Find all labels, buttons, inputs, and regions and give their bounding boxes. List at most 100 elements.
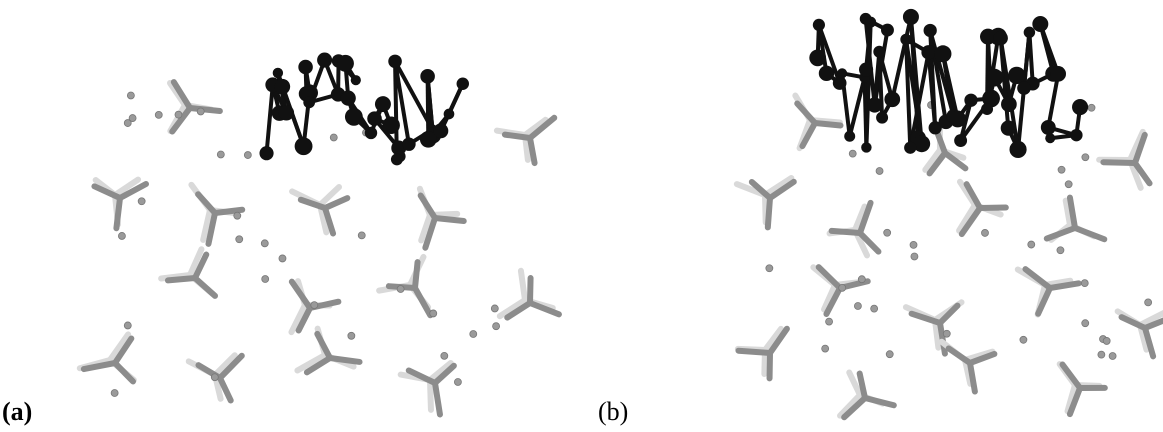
black-atom: [873, 46, 885, 58]
atom: [1082, 320, 1089, 327]
atom: [236, 236, 243, 243]
black-atom: [881, 24, 894, 37]
atom: [854, 302, 861, 309]
black-atom: [375, 96, 391, 112]
stick: [430, 380, 431, 410]
y-molecule: [830, 203, 879, 256]
atom: [441, 352, 448, 359]
bond: [850, 77, 865, 136]
black-atom: [859, 63, 873, 77]
atom: [217, 151, 224, 158]
black-atom: [1032, 16, 1048, 32]
black-atom: [420, 69, 435, 84]
stick: [415, 288, 430, 315]
atom: [1098, 351, 1105, 358]
y-molecule: [906, 302, 962, 353]
atom: [871, 305, 878, 312]
atom: [981, 229, 988, 236]
black-atom: [1041, 120, 1056, 135]
black-atom: [345, 108, 363, 126]
stick: [797, 103, 815, 123]
stick: [435, 218, 464, 221]
atom: [197, 108, 204, 115]
black-atom: [837, 68, 847, 78]
black-atom: [1070, 129, 1082, 141]
stick: [865, 398, 894, 405]
stick: [521, 271, 525, 300]
black-atom: [433, 123, 448, 138]
black-atom: [993, 31, 1008, 46]
atom: [1088, 104, 1095, 111]
y-molecule: [500, 271, 559, 318]
molecular-structures: [80, 9, 1163, 417]
atom: [911, 253, 918, 260]
black-atom: [954, 134, 967, 147]
y-molecule: [497, 118, 554, 163]
atom: [279, 255, 286, 262]
black-atom: [444, 109, 455, 120]
atom: [822, 345, 829, 352]
black-atom: [876, 112, 888, 124]
stick: [530, 278, 531, 303]
black-atom: [1050, 66, 1066, 82]
stick: [949, 348, 970, 363]
bond: [267, 85, 273, 153]
y-molecule: [1118, 311, 1163, 356]
atom: [397, 286, 404, 293]
black-atom: [382, 117, 400, 135]
black-atom: [1024, 27, 1035, 38]
bond: [1048, 74, 1058, 128]
y-molecule: [94, 180, 146, 229]
y-molecule: [942, 342, 995, 392]
atom: [124, 120, 131, 127]
atom: [493, 323, 500, 330]
atom: [849, 150, 856, 157]
black-atom: [303, 96, 315, 108]
atom: [175, 111, 182, 118]
atom: [262, 276, 269, 283]
atom: [111, 390, 118, 397]
atom: [311, 302, 318, 309]
atom: [491, 305, 498, 312]
stick: [116, 198, 120, 228]
black-atom: [981, 103, 993, 115]
atom: [876, 167, 883, 174]
black-atom: [900, 34, 911, 45]
atom: [1065, 181, 1072, 188]
y-molecule: [420, 189, 464, 248]
black-atom: [275, 79, 291, 95]
black-atom: [903, 9, 919, 25]
black-atom: [867, 97, 882, 112]
atom: [127, 92, 134, 99]
black-atom: [934, 45, 951, 62]
black-atom: [1009, 141, 1026, 158]
black-atom: [833, 76, 847, 90]
atom: [1081, 280, 1088, 287]
black-atom: [924, 24, 937, 37]
y-molecule: [959, 182, 1006, 234]
stick: [168, 278, 195, 280]
stick: [739, 351, 770, 353]
atom: [430, 310, 437, 317]
stick: [815, 123, 841, 125]
atom: [234, 212, 241, 219]
stick: [970, 363, 975, 392]
black-atom: [949, 111, 966, 128]
black-atom: [813, 19, 825, 31]
stick: [330, 358, 360, 362]
atom: [826, 318, 833, 325]
atom: [1109, 353, 1116, 360]
black-atom: [351, 75, 361, 85]
atom: [766, 265, 773, 272]
black-atom: [964, 94, 977, 107]
black-atom: [1045, 133, 1055, 143]
black-atom: [861, 142, 871, 152]
atom: [1020, 336, 1027, 343]
black-atom: [298, 60, 313, 75]
stick: [115, 363, 133, 381]
atom: [1145, 299, 1152, 306]
black-atom: [295, 137, 313, 155]
y-molecule: [80, 334, 134, 381]
panel-label: (a): [2, 397, 32, 426]
black-atom: [341, 91, 356, 106]
